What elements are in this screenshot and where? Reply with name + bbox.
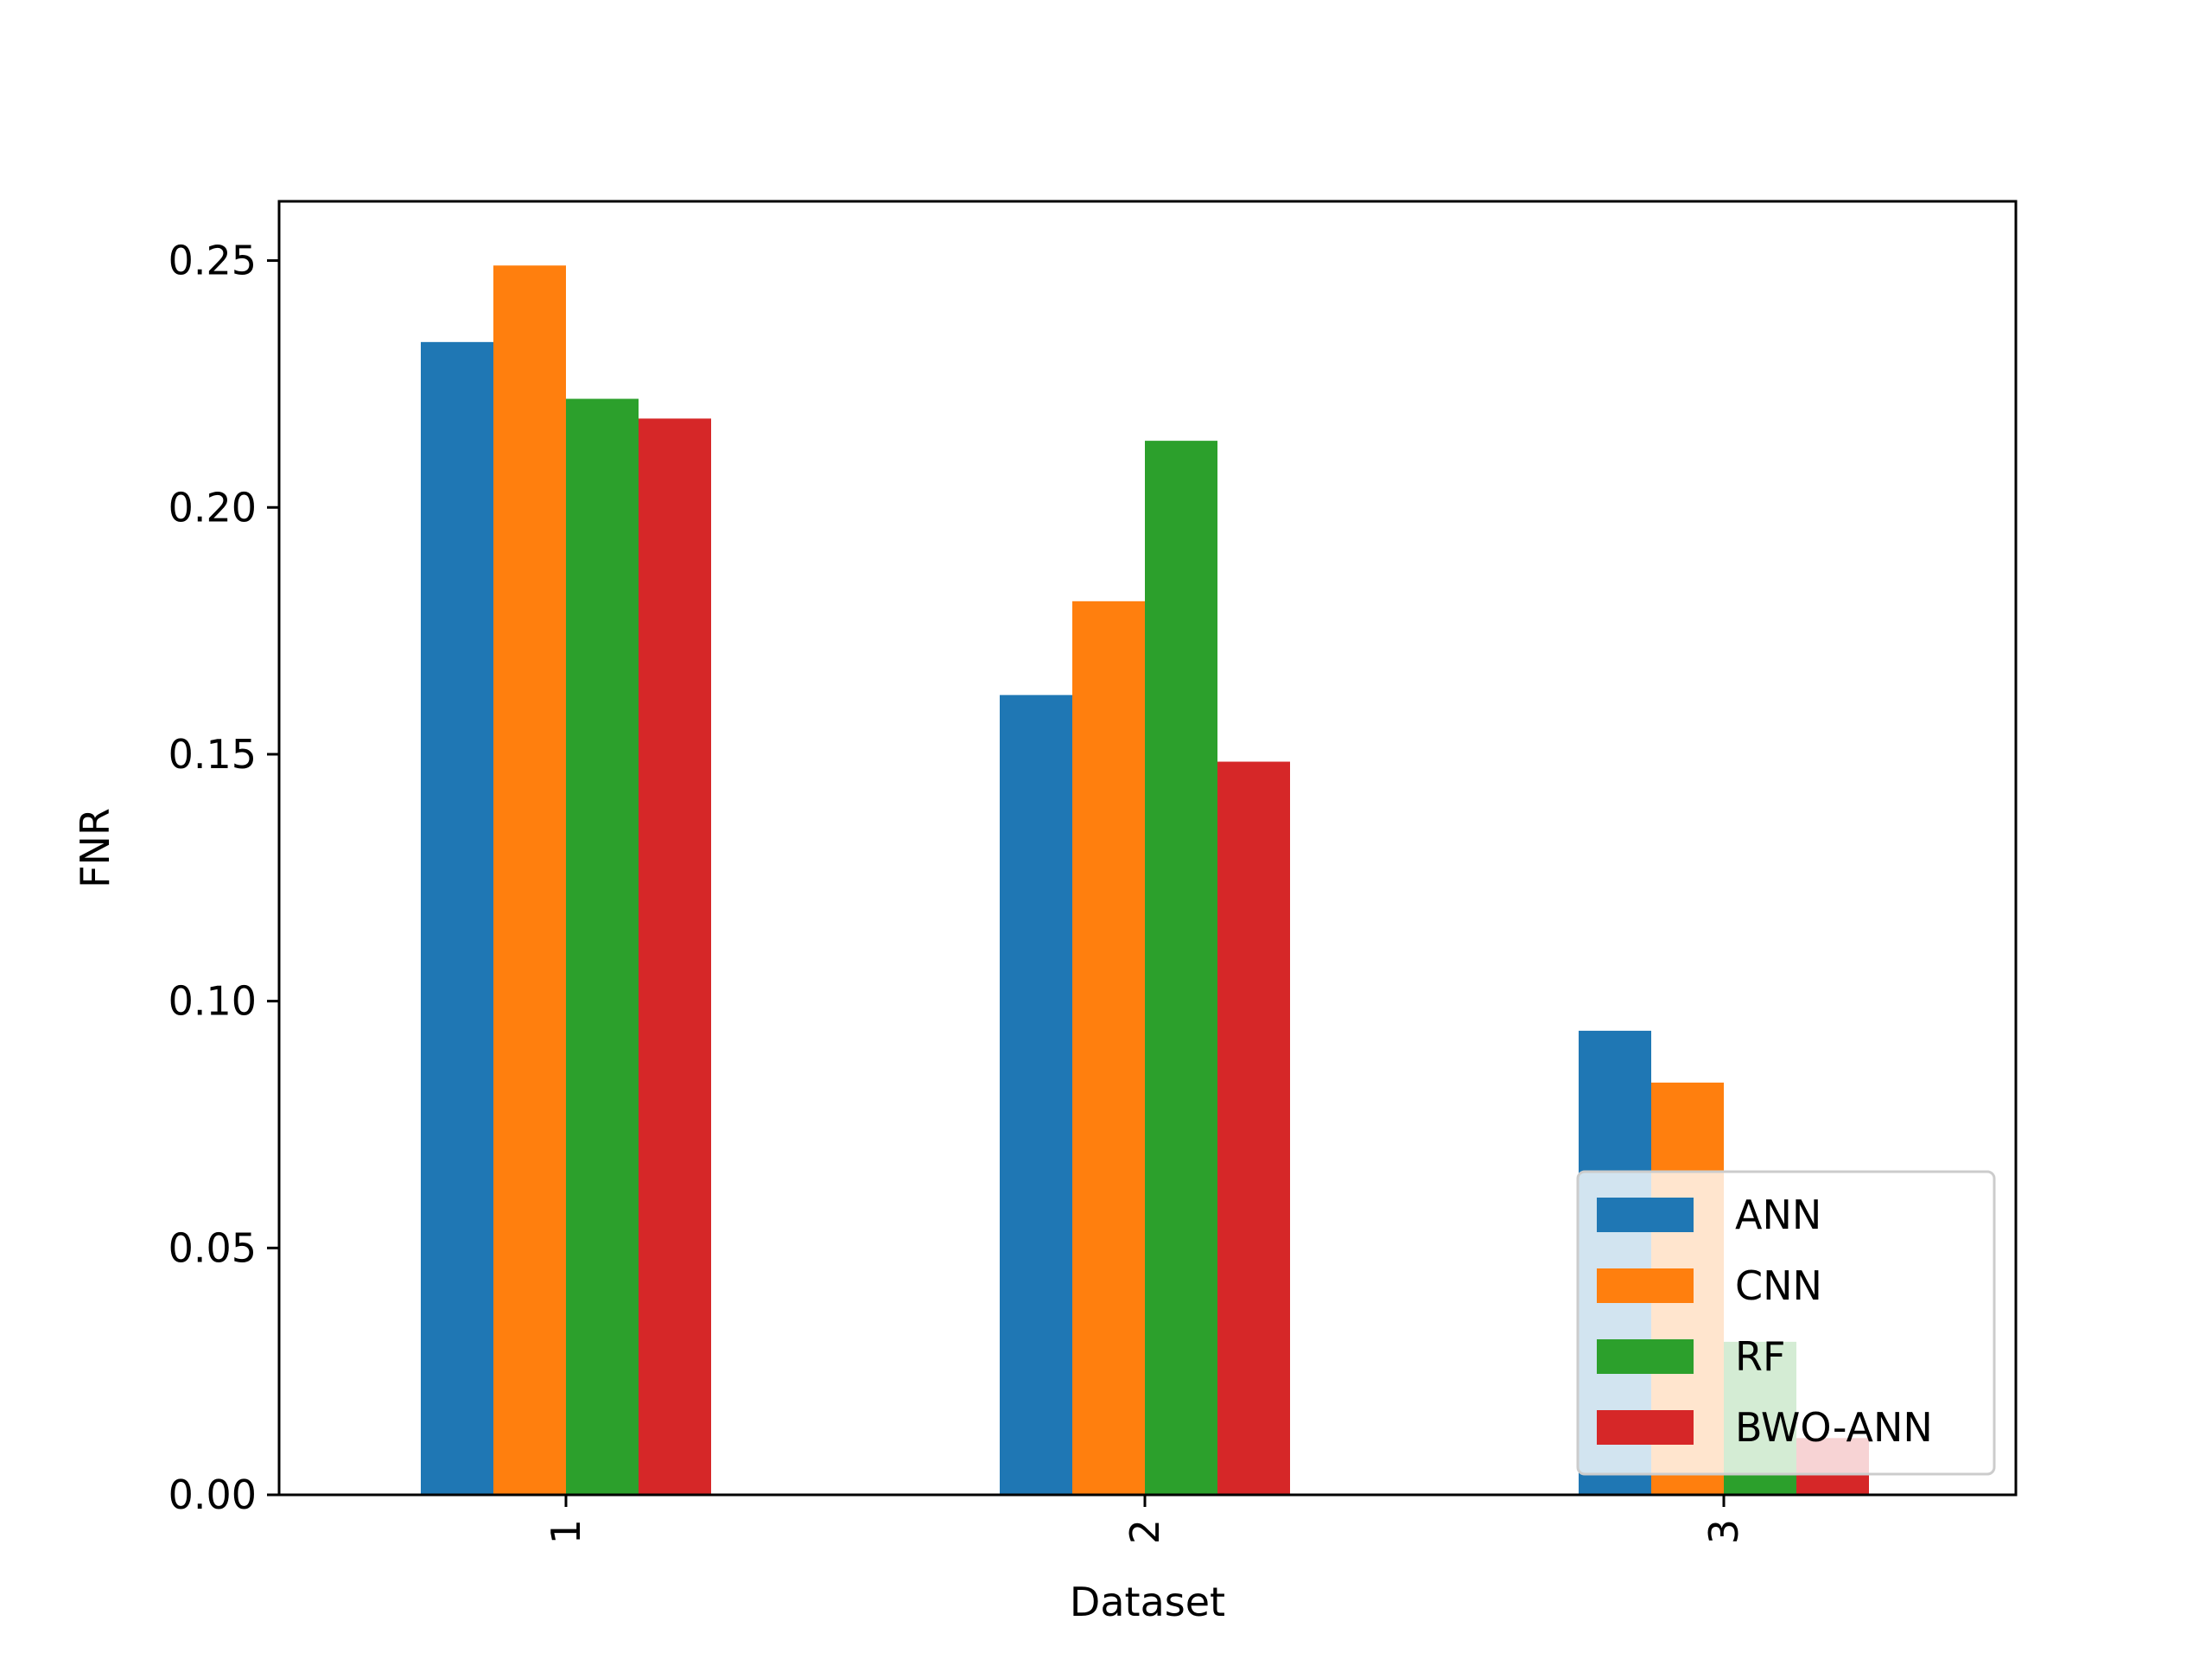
- x-axis: 1 2 3: [543, 1495, 1747, 1544]
- y-tick-label: 0.20: [168, 484, 257, 531]
- axes-frame: [277, 200, 2018, 1497]
- y-axis: 0.00 0.05 0.10 0.15 0.20 0.25: [168, 238, 279, 1518]
- y-tick-label: 0.10: [168, 978, 257, 1025]
- legend-label-rf: RF: [1735, 1333, 1785, 1380]
- legend-swatch-ann: [1597, 1198, 1694, 1232]
- bar-bwo-ann-dataset-2: [1217, 761, 1290, 1495]
- bar-cnn-dataset-2: [1072, 601, 1145, 1495]
- legend-box: [1576, 1170, 1996, 1476]
- y-axis-label: FNR: [72, 808, 118, 888]
- bar-ann-dataset-2: [1000, 695, 1072, 1495]
- bar-cnn-dataset-1: [493, 265, 566, 1496]
- legend-label-ann: ANN: [1735, 1192, 1821, 1238]
- legend-label-cnn: CNN: [1735, 1262, 1822, 1309]
- bar-rf-dataset-1: [566, 398, 639, 1496]
- x-axis-label: Dataset: [1070, 1579, 1225, 1625]
- legend-swatch-bwo-ann: [1597, 1410, 1694, 1445]
- legend: ANN CNN RF BWO-ANN: [1576, 1170, 1996, 1476]
- legend-swatch-rf: [1597, 1339, 1694, 1374]
- y-tick-label: 0.05: [168, 1224, 257, 1271]
- x-tick-label-1: 1: [543, 1519, 589, 1544]
- legend-swatch-cnn: [1597, 1268, 1694, 1303]
- bars-layer: [421, 265, 1869, 1496]
- y-tick-label: 0.00: [168, 1471, 257, 1518]
- x-tick-label-3: 3: [1700, 1519, 1747, 1544]
- bar-bwo-ann-dataset-1: [639, 418, 711, 1496]
- bar-rf-dataset-2: [1145, 441, 1217, 1495]
- bar-ann-dataset-1: [421, 341, 493, 1496]
- legend-label-bwo-ann: BWO-ANN: [1735, 1404, 1933, 1451]
- y-tick-label: 0.15: [168, 731, 257, 778]
- x-tick-label-2: 2: [1122, 1519, 1168, 1544]
- y-tick-label: 0.25: [168, 238, 257, 284]
